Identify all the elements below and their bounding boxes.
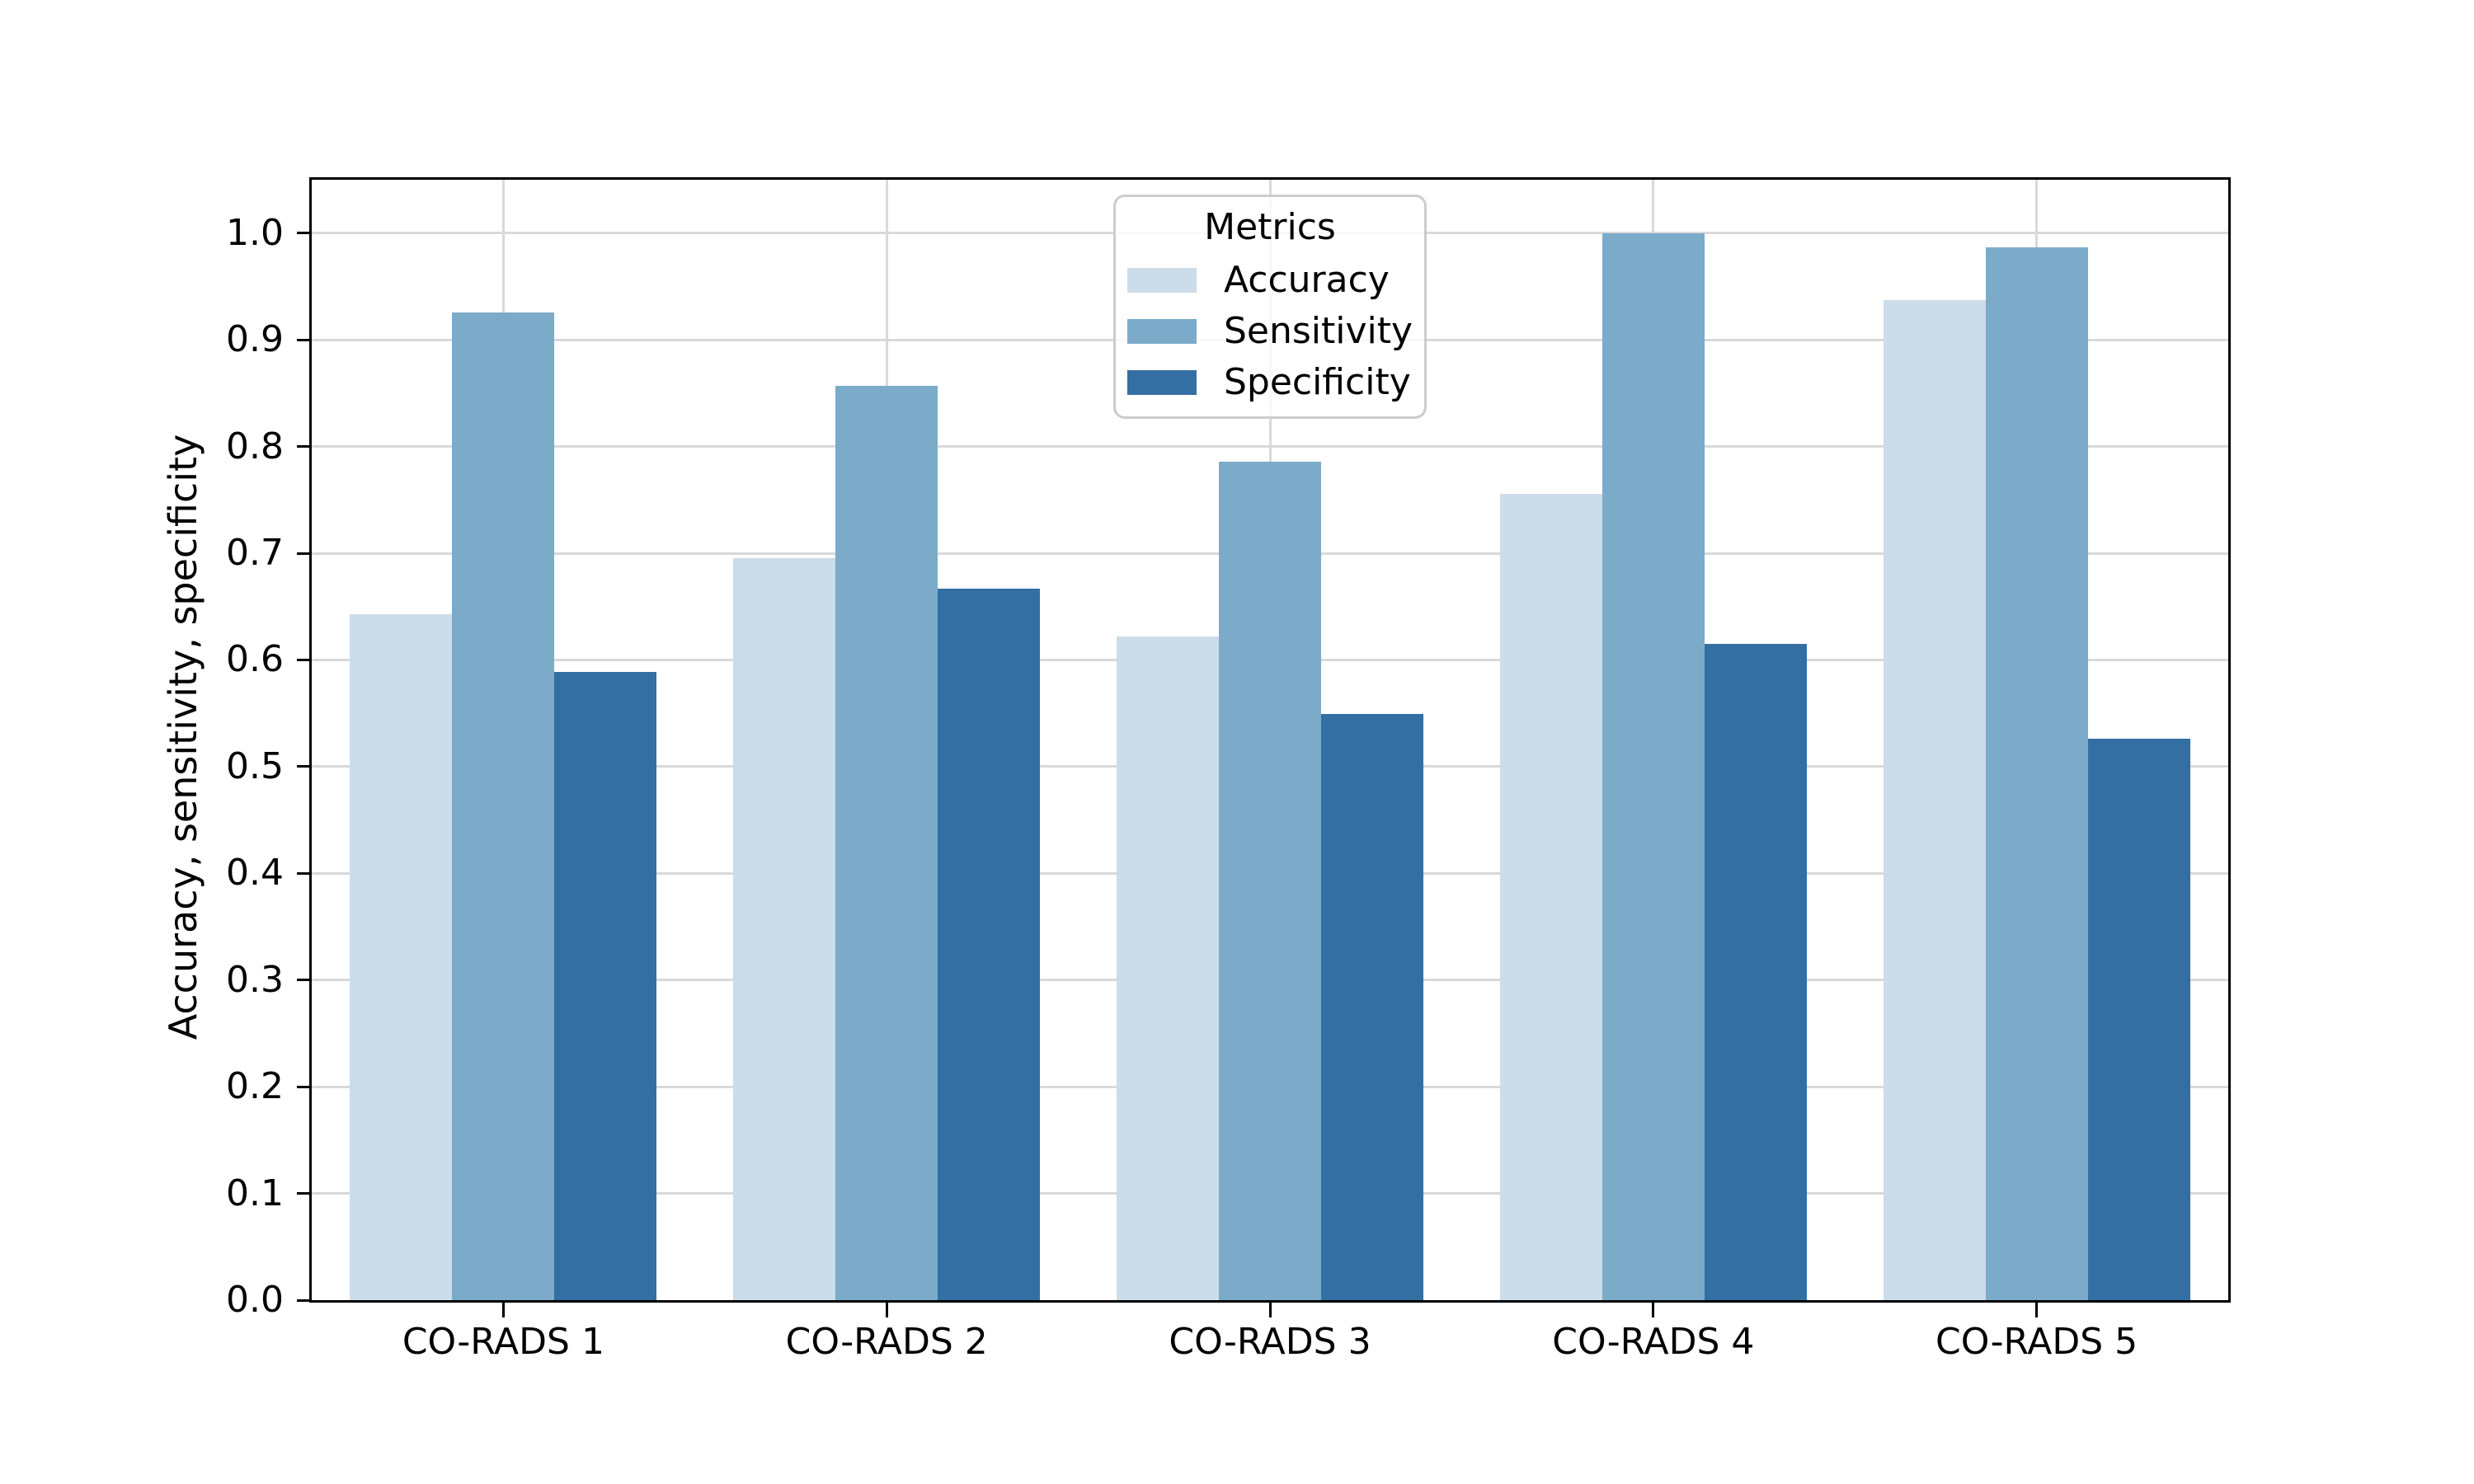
bar-accuracy-co-rads-5: [1883, 300, 1986, 1300]
legend-swatch-sensitivity: [1126, 319, 1197, 344]
bar-sensitivity-co-rads-1: [452, 312, 555, 1300]
bar-specificity-co-rads-1: [554, 671, 657, 1300]
legend-swatch-specificity: [1126, 370, 1197, 395]
y-tick-mark: [297, 658, 312, 661]
bar-sensitivity-co-rads-4: [1602, 232, 1705, 1300]
legend: Metrics Accuracy Sensitivity Specificity: [1112, 195, 1427, 419]
bar-accuracy-co-rads-3: [1117, 636, 1220, 1300]
x-tick-label: CO-RADS 2: [785, 1321, 988, 1363]
y-tick-label: 0.5: [226, 744, 284, 787]
bar-sensitivity-co-rads-3: [1219, 461, 1321, 1300]
plot-area: Metrics Accuracy Sensitivity Specificity: [309, 177, 2231, 1303]
legend-title: Metrics: [1204, 206, 1336, 248]
x-tick-mark: [1268, 1303, 1272, 1317]
x-tick-mark: [501, 1303, 505, 1317]
legend-swatch-accuracy: [1126, 268, 1197, 293]
y-tick-label: 0.3: [226, 958, 284, 1001]
y-tick-label: 0.8: [226, 425, 284, 467]
y-tick-mark: [297, 765, 312, 768]
y-axis-label: Accuracy, sensitivity, specificity: [161, 434, 205, 1040]
y-tick-label: 0.6: [226, 638, 284, 681]
x-tick-label: CO-RADS 4: [1552, 1321, 1755, 1363]
y-tick-label: 0.7: [226, 532, 284, 574]
y-tick-mark: [297, 1298, 312, 1302]
x-tick-mark: [2035, 1303, 2039, 1317]
y-tick-label: 0.2: [226, 1065, 284, 1108]
legend-label-accuracy: Accuracy: [1223, 259, 1390, 301]
y-tick-label: 1.0: [226, 211, 284, 254]
y-tick-label: 0.1: [226, 1172, 284, 1214]
legend-label-sensitivity: Sensitivity: [1223, 310, 1413, 352]
legend-row-accuracy: Accuracy: [1126, 259, 1413, 301]
legend-row-specificity: Specificity: [1126, 361, 1413, 403]
y-tick-mark: [297, 1085, 312, 1088]
x-tick-label: CO-RADS 1: [402, 1321, 604, 1363]
y-tick-label: 0.4: [226, 852, 284, 895]
bar-sensitivity-co-rads-2: [835, 385, 938, 1300]
bar-sensitivity-co-rads-5: [1985, 247, 2088, 1300]
bar-specificity-co-rads-3: [1320, 714, 1423, 1300]
legend-row-sensitivity: Sensitivity: [1126, 310, 1413, 352]
bar-specificity-co-rads-5: [2087, 739, 2190, 1300]
bar-accuracy-co-rads-1: [350, 613, 453, 1300]
y-tick-mark: [297, 1192, 312, 1195]
bar-accuracy-co-rads-2: [733, 558, 836, 1300]
bar-specificity-co-rads-4: [1704, 644, 1807, 1300]
bar-specificity-co-rads-2: [938, 588, 1041, 1300]
y-tick-label: 0.0: [226, 1279, 284, 1321]
legend-label-specificity: Specificity: [1223, 361, 1411, 403]
x-tick-label: CO-RADS 5: [1935, 1321, 2138, 1363]
x-tick-mark: [1652, 1303, 1655, 1317]
x-tick-mark: [885, 1303, 888, 1317]
y-tick-mark: [297, 552, 312, 555]
y-tick-mark: [297, 871, 312, 875]
y-tick-mark: [297, 232, 312, 235]
bar-accuracy-co-rads-4: [1499, 493, 1602, 1300]
y-tick-label: 0.9: [226, 318, 284, 361]
y-tick-mark: [297, 338, 312, 341]
x-tick-label: CO-RADS 3: [1169, 1321, 1371, 1363]
y-tick-mark: [297, 445, 312, 448]
y-tick-mark: [297, 979, 312, 982]
